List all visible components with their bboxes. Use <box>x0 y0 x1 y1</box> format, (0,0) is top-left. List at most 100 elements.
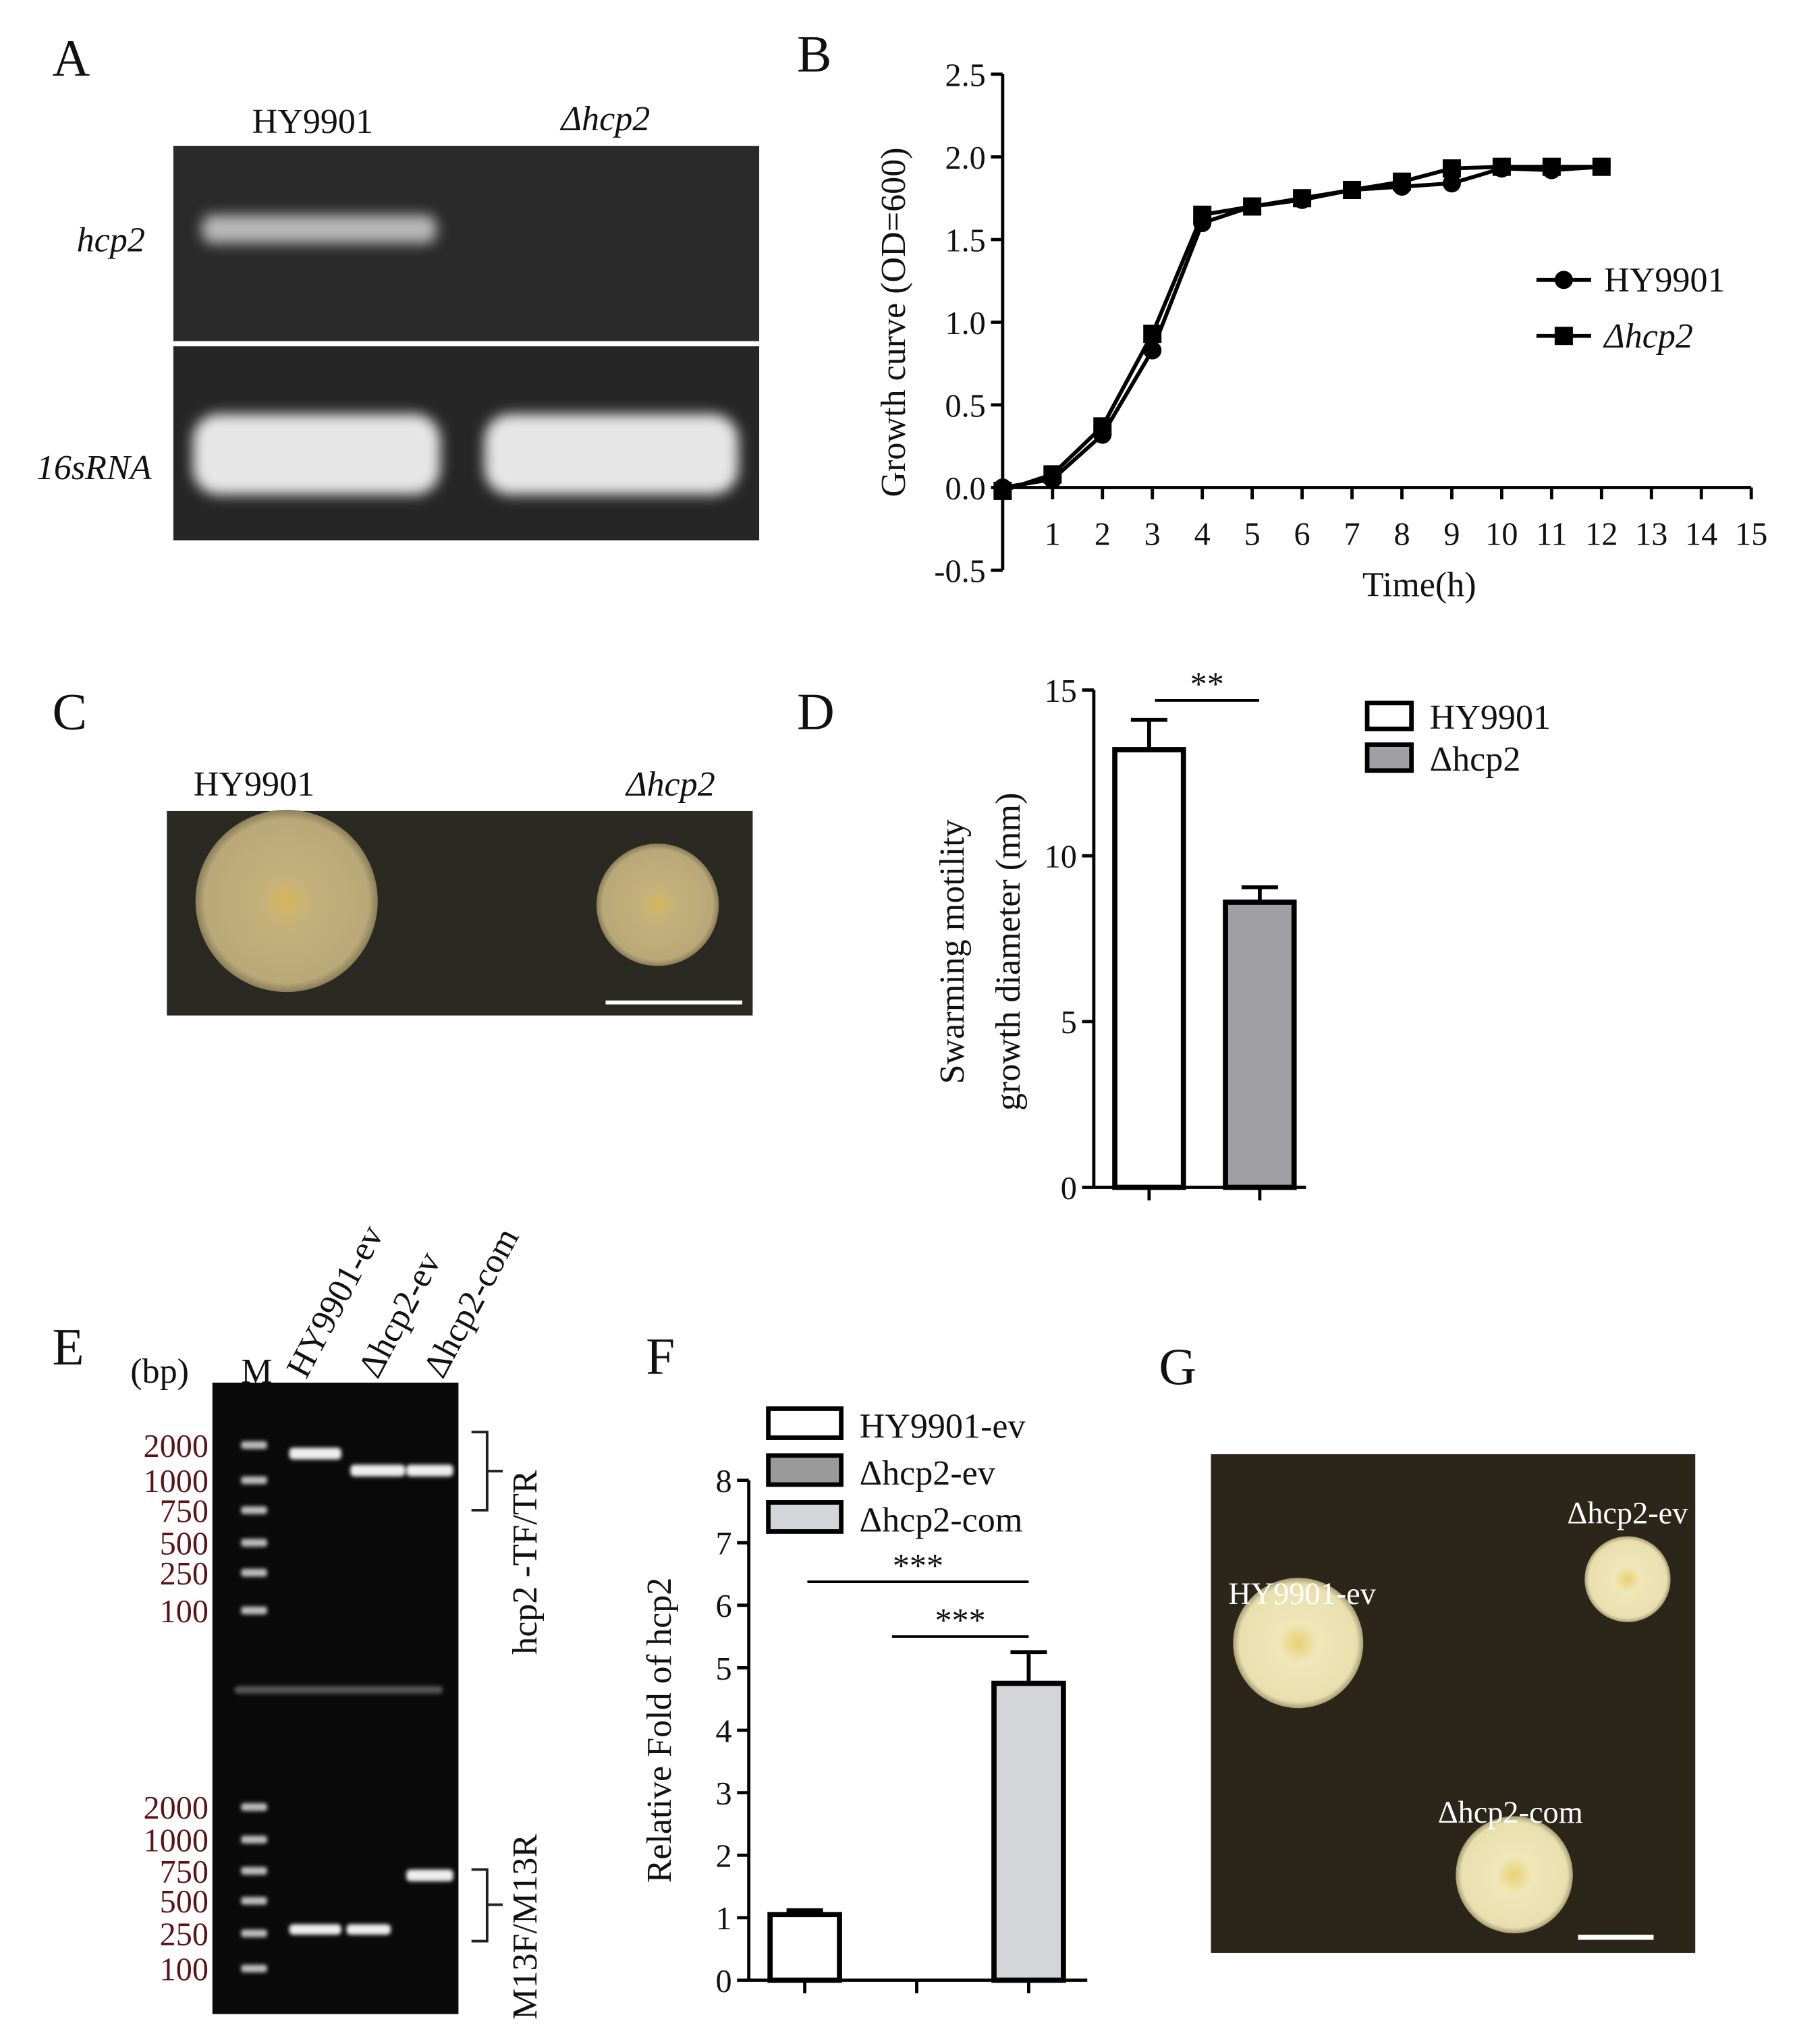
colony-label: Δhcp2-ev <box>1567 1496 1688 1530</box>
legend-swatch <box>1364 742 1414 773</box>
band <box>192 414 441 495</box>
y-tick-label: 1.0 <box>945 306 985 341</box>
panel-label: E <box>52 1318 84 1376</box>
y-tick-label: 0.5 <box>945 388 985 424</box>
marker-label: 1000 <box>144 1464 209 1499</box>
band <box>406 1464 453 1476</box>
bands <box>234 1447 453 1935</box>
lane-label: Δhcp2-com <box>416 1221 527 1383</box>
ladder-band <box>241 1929 267 1937</box>
marker-label: 2000 <box>144 1429 209 1464</box>
marker <box>1343 180 1362 199</box>
band <box>406 1869 453 1881</box>
marker-label: 2000 <box>144 1790 209 1826</box>
y-tick-label: 2.0 <box>945 140 985 176</box>
marker <box>1043 465 1062 484</box>
panel-label: G <box>1159 1337 1196 1396</box>
y-axis-label: Relative Fold of hcp2 <box>640 1578 679 1883</box>
marker <box>1243 197 1262 216</box>
panel-a: A HY9901 Δhcp2 hcp2 16sRNA <box>36 29 760 541</box>
legend-label: HY9901-ev <box>860 1408 1026 1446</box>
x-tick-label: 12 <box>1585 516 1618 552</box>
marker <box>1193 205 1212 224</box>
ladder-band <box>241 1506 267 1514</box>
significance-label: *** <box>893 1546 943 1584</box>
marker-label: 100 <box>160 1952 209 1987</box>
colony-label: Δhcp2-com <box>1438 1796 1583 1830</box>
legend-swatch <box>766 1500 844 1534</box>
ladder-band <box>241 1441 267 1449</box>
marker <box>1143 325 1162 343</box>
marker-label: 750 <box>160 1854 209 1890</box>
marker-label: 500 <box>160 1526 209 1562</box>
lane-label: HY9901 <box>252 103 373 141</box>
colony-label: HY9901-ev <box>1228 1577 1376 1611</box>
x-tick-label: 1 <box>1045 516 1061 552</box>
legend-swatch <box>766 1406 844 1440</box>
x-tick-label: 2 <box>1095 516 1111 552</box>
chart: D 0 5 10 15 Swarming motility growth diameter … <box>797 665 1551 1207</box>
y-tick-label: 1 <box>715 1901 731 1937</box>
marker-label: 250 <box>160 1916 209 1952</box>
colony <box>596 844 719 966</box>
band <box>484 414 739 495</box>
y-tick-label: 6 <box>715 1589 731 1624</box>
primer-label: M13F/M13R <box>506 1834 545 2020</box>
y-tick-label: 5 <box>1061 1005 1077 1041</box>
marker <box>1492 157 1511 176</box>
band <box>346 1924 391 1935</box>
band <box>350 1464 406 1476</box>
marker <box>1392 172 1412 191</box>
bar <box>1223 900 1297 1190</box>
row-label: hcp2 <box>77 221 145 259</box>
marker <box>1293 189 1312 208</box>
x-tick-label: 8 <box>1393 516 1410 552</box>
y-tick-label: 7 <box>715 1526 731 1562</box>
colony <box>1584 1536 1671 1622</box>
y-axis-label: Swarming motility <box>933 819 972 1084</box>
significance-label: *** <box>935 1601 986 1638</box>
row-label: 16sRNA <box>36 449 152 487</box>
panel-e: E (bp) M HY9901-ev Δhcp2-ev Δhcp2-com 20… <box>52 1219 545 2020</box>
legend-label: Δhcp2 <box>1430 740 1521 779</box>
band <box>289 1924 341 1935</box>
y-tick-label: 5 <box>715 1651 731 1687</box>
y-tick-label: -0.5 <box>934 553 985 589</box>
marker-label: 100 <box>160 1594 209 1630</box>
x-tick-label: 3 <box>1144 516 1161 552</box>
legend-marker <box>1554 271 1573 289</box>
colony <box>1456 1816 1573 1934</box>
chart: F 0 1 2 3 4 5 6 7 8 Relative Fold of hcp2 HY9901-ev… <box>640 1327 1088 1999</box>
y-tick-label: 4 <box>715 1713 731 1749</box>
band <box>202 215 437 244</box>
y-tick-label: 0 <box>1061 1171 1077 1207</box>
x-tick-label: 10 <box>1485 516 1518 552</box>
marker <box>1442 159 1461 178</box>
marker <box>993 481 1012 500</box>
bracket <box>471 1431 503 1943</box>
bar <box>991 1680 1066 1983</box>
x-tick-label: 15 <box>1735 516 1767 552</box>
error-bar <box>786 1908 823 1915</box>
marker <box>1093 417 1112 436</box>
x-axis-label: Time(h) <box>1362 566 1476 605</box>
x-tick-label: 9 <box>1443 516 1460 552</box>
panel-label: F <box>646 1327 675 1385</box>
panel-label: A <box>52 29 90 87</box>
y-tick-label: 2 <box>715 1839 731 1875</box>
ladder-band <box>241 1476 267 1485</box>
x-tick-label: 13 <box>1635 516 1667 552</box>
plate-label: Δhcp2 <box>625 765 715 804</box>
chart: B -0.5 0.0 0.5 1.0 1.5 2.0 2.5 Growth curve (OD=… <box>797 25 1767 605</box>
x-tick-label: 7 <box>1344 516 1360 552</box>
colony <box>1233 1578 1364 1709</box>
plate-label: HY9901 <box>194 765 314 804</box>
legend-label: HY9901 <box>1430 698 1551 737</box>
panel-label: D <box>797 682 835 740</box>
y-tick-label: 3 <box>715 1776 731 1812</box>
y-tick-label: 15 <box>1045 673 1077 709</box>
bar <box>767 1912 842 1983</box>
ladder-band <box>241 1867 267 1875</box>
